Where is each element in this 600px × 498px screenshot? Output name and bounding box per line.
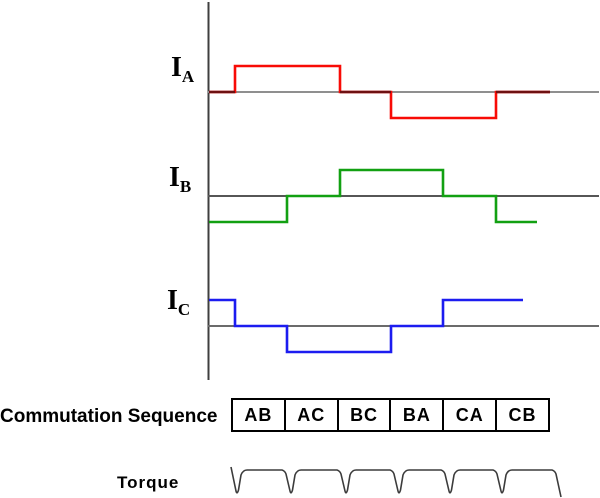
waveform-ic bbox=[209, 298, 523, 354]
phase-subscript: B bbox=[179, 177, 192, 196]
torque-label: Torque bbox=[117, 473, 180, 492]
phase-subscript: A bbox=[181, 67, 195, 86]
commutation-cell-ba: BA bbox=[389, 400, 442, 430]
commutation-cell-ca: CA bbox=[442, 400, 495, 430]
torque-waveform bbox=[230, 466, 562, 498]
waveform-ib bbox=[209, 168, 537, 224]
phase-label-ib: IB bbox=[169, 162, 191, 196]
phase-symbol: I bbox=[167, 285, 178, 316]
phase-label-ia: IA bbox=[171, 52, 194, 86]
phase-subscript: C bbox=[177, 300, 191, 319]
commutation-cell-bc: BC bbox=[336, 400, 390, 430]
phase-symbol: I bbox=[169, 162, 180, 193]
commutation-cell-ab: AB bbox=[244, 404, 273, 425]
commutation-sequence-label: Commutation Sequence bbox=[0, 406, 218, 427]
phase-label-ic: IC bbox=[167, 285, 190, 319]
commutation-cell-cb: CB bbox=[495, 400, 548, 430]
phase-symbol: I bbox=[171, 52, 182, 83]
commutation-cell-ac: AC bbox=[283, 400, 337, 430]
commutation-sequence-table: AB AC BC BA CA CB bbox=[231, 398, 550, 432]
